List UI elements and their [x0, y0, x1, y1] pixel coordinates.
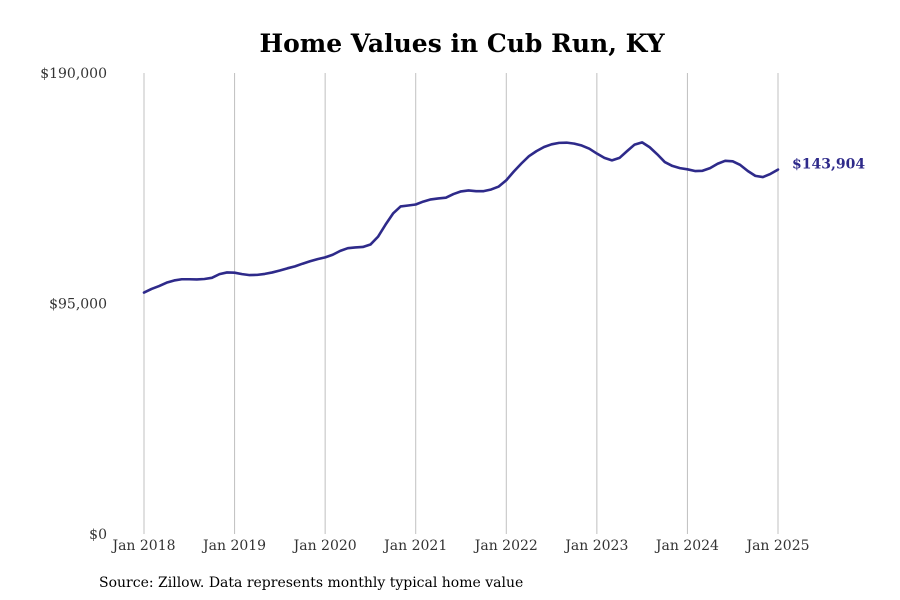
- y-axis: $0 $95,000 $190,000: [40, 66, 107, 543]
- annotation-layer: $143,904: [792, 157, 865, 173]
- x-tick-label: Jan 2020: [292, 538, 357, 554]
- series-line: [142, 141, 780, 294]
- end-value-label: $143,904: [792, 157, 865, 173]
- gridlines: [143, 73, 779, 534]
- y-tick-label: $0: [89, 527, 107, 543]
- y-tick-label: $190,000: [40, 66, 107, 82]
- x-tick-label: Jan 2018: [110, 538, 175, 554]
- chart-title: Home Values in Cub Run, KY: [259, 29, 665, 58]
- x-tick-label: Jan 2023: [563, 538, 628, 554]
- y-tick-label: $95,000: [49, 297, 107, 313]
- x-tick-label: Jan 2024: [654, 538, 719, 554]
- x-tick-label: Jan 2019: [201, 538, 266, 554]
- x-tick-label: Jan 2021: [382, 538, 447, 554]
- x-axis: Jan 2018 Jan 2019 Jan 2020 Jan 2021 Jan 2022…: [110, 538, 809, 554]
- x-tick-label: Jan 2025: [744, 538, 809, 554]
- series-layer: [142, 141, 780, 294]
- x-tick-label: Jan 2022: [473, 538, 538, 554]
- source-note: Source: Zillow. Data represents monthly …: [99, 575, 524, 591]
